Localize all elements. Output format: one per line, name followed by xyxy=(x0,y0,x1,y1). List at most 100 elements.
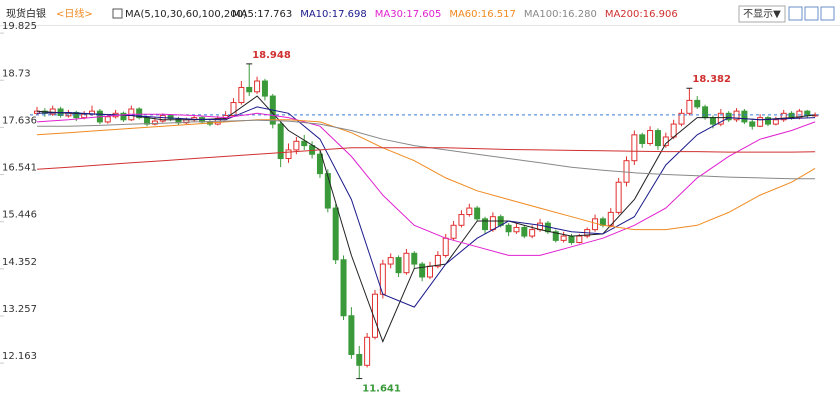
candle-body xyxy=(261,80,268,97)
annotation: 18.382 xyxy=(692,74,731,85)
candle-body xyxy=(285,149,292,160)
legend-entry: MA30:17.605 xyxy=(375,9,442,20)
period: <日线> xyxy=(56,7,93,20)
candle-body xyxy=(419,263,426,278)
candle-body xyxy=(615,181,622,213)
candle-body xyxy=(427,265,433,278)
legend-entry: MA60:16.517 xyxy=(449,9,516,20)
candle-body xyxy=(780,112,787,121)
button[interactable] xyxy=(738,5,786,23)
candle-body xyxy=(552,231,559,241)
candle-body xyxy=(694,99,701,108)
candle-body xyxy=(631,134,638,162)
candle-body xyxy=(293,140,300,151)
candle-body xyxy=(301,140,308,147)
candle-body xyxy=(725,112,732,121)
candle-body xyxy=(364,336,371,366)
candle-body xyxy=(159,114,166,122)
legend: MA5:17.763 MA10:17.698 MA30:17.605 MA60:16.… xyxy=(232,9,678,20)
icon-button[interactable] xyxy=(820,6,835,21)
ma-line xyxy=(36,147,816,170)
candle-body xyxy=(442,237,449,256)
candle-body xyxy=(678,112,685,125)
indicator: MA(5,10,30,60,100,200) xyxy=(125,9,247,20)
ma-line xyxy=(36,119,816,231)
legend-entry: MA10:17.698 xyxy=(300,9,367,20)
icon-button[interactable] xyxy=(788,6,803,21)
candle-body xyxy=(371,293,378,338)
legend-entry: MA100:16.280 xyxy=(524,9,597,20)
legend-entry: MA5:17.763 xyxy=(232,9,292,20)
candle-body xyxy=(450,224,457,239)
candle-body xyxy=(654,130,661,147)
candle-body xyxy=(254,80,261,93)
candle-body xyxy=(639,134,646,144)
y-tick-label: 16.541 xyxy=(2,163,37,174)
candle-body xyxy=(521,226,528,237)
candle-body xyxy=(529,229,536,237)
candle-body xyxy=(120,112,127,121)
candle-body xyxy=(348,315,355,356)
candle-body xyxy=(717,112,724,125)
ma-line xyxy=(36,106,816,308)
candle-body xyxy=(709,117,716,125)
candle-body xyxy=(411,252,418,265)
candle-body xyxy=(733,110,740,121)
candle-body xyxy=(316,153,323,175)
candle-body xyxy=(686,99,693,114)
candle-body xyxy=(796,110,803,119)
candle-body xyxy=(403,252,410,274)
y-tick-label: 13.257 xyxy=(2,304,37,315)
candle-body xyxy=(356,354,363,366)
candle-body xyxy=(458,214,465,226)
y-tick-label: 17.636 xyxy=(2,115,37,126)
icon-button[interactable] xyxy=(804,6,819,21)
candle-body xyxy=(568,235,575,244)
button-label: 不显示▼ xyxy=(743,8,781,20)
candle-body xyxy=(513,226,520,233)
candle-body xyxy=(592,218,599,231)
candle-body xyxy=(749,121,756,127)
y-tick-label: 15.446 xyxy=(2,210,37,221)
candle-body xyxy=(387,257,394,265)
candle-body xyxy=(489,216,496,231)
y-tick-label: 18.73 xyxy=(2,68,31,79)
candle-body xyxy=(434,254,441,267)
plot: 19.825 18.73 17.636 16.541 15.446 14.352 13.25… xyxy=(0,21,822,395)
candle-body xyxy=(757,117,764,127)
candle-body xyxy=(474,207,481,220)
candle-body xyxy=(151,120,158,125)
candle-body xyxy=(277,123,284,160)
candle-body xyxy=(623,160,630,183)
candle-body xyxy=(741,110,748,123)
candle-body xyxy=(702,106,709,119)
candle-body xyxy=(395,257,402,274)
candle-body xyxy=(505,224,512,233)
candle-body xyxy=(482,218,489,231)
indicator-icon[interactable] xyxy=(112,8,123,19)
candle-body xyxy=(324,173,331,209)
y-tick-label: 19.825 xyxy=(2,21,37,32)
annotation: 11.641 xyxy=(362,384,401,395)
candle-body xyxy=(230,102,237,116)
ma-line xyxy=(36,112,816,256)
candle-body xyxy=(136,108,143,119)
ma-line xyxy=(36,95,816,343)
candle-body xyxy=(560,235,567,241)
legend-entry: MA200:16.906 xyxy=(605,9,678,20)
candle-body xyxy=(238,86,245,104)
candle-body xyxy=(246,86,253,93)
candle-body xyxy=(764,117,771,125)
candle-body xyxy=(647,130,654,144)
candle-body xyxy=(576,235,583,244)
candle-body xyxy=(340,259,347,317)
candle-body xyxy=(34,110,40,114)
chart-title: 现货白银 xyxy=(6,7,46,20)
candle-body xyxy=(104,116,111,123)
y-tick-label: 14.352 xyxy=(2,257,37,268)
candle-body xyxy=(332,207,339,261)
annotation: 18.948 xyxy=(252,50,291,61)
candle-body xyxy=(772,119,779,125)
